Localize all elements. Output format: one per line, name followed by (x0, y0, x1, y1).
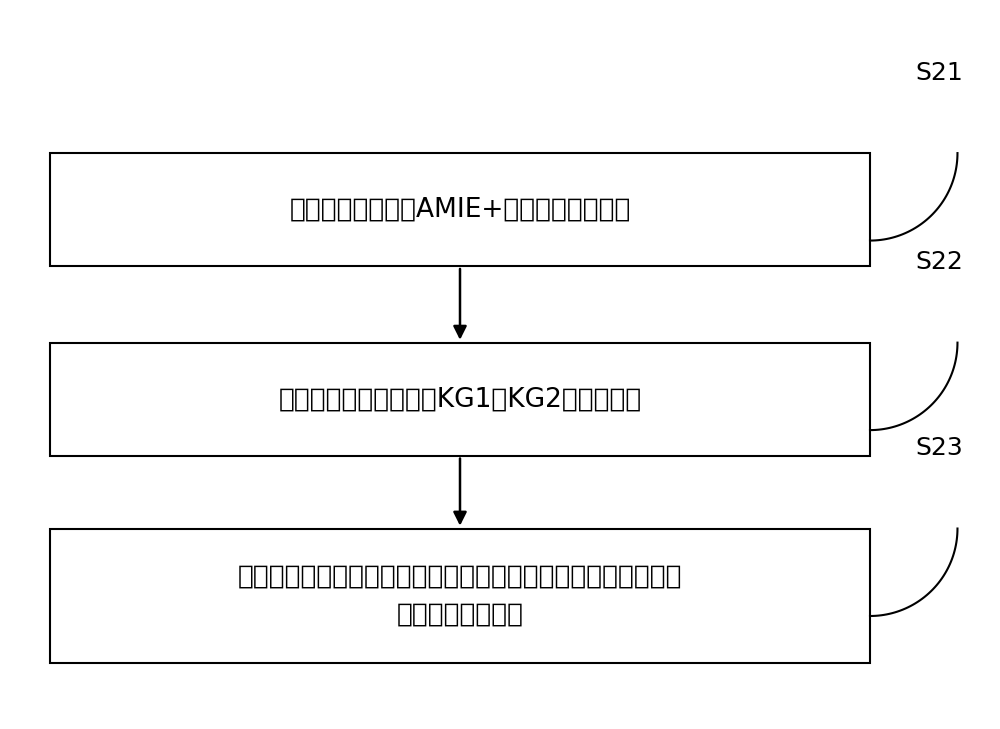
Text: 根据规则，推断出新的关系三元组，更新至关系三元组，得到更
新后的关系三元组: 根据规则，推断出新的关系三元组，更新至关系三元组，得到更 新后的关系三元组 (238, 564, 682, 628)
FancyBboxPatch shape (50, 343, 870, 456)
Text: 基于知识的不变性，在KG1和KG2间转移规则: 基于知识的不变性，在KG1和KG2间转移规则 (278, 386, 642, 412)
Text: 对关系三元组使用AMIE+算法得到隐藏规则: 对关系三元组使用AMIE+算法得到隐藏规则 (289, 197, 631, 222)
Text: S23: S23 (915, 437, 963, 460)
FancyBboxPatch shape (50, 529, 870, 663)
Text: S21: S21 (915, 61, 963, 85)
FancyBboxPatch shape (50, 153, 870, 266)
Text: S22: S22 (915, 251, 963, 274)
